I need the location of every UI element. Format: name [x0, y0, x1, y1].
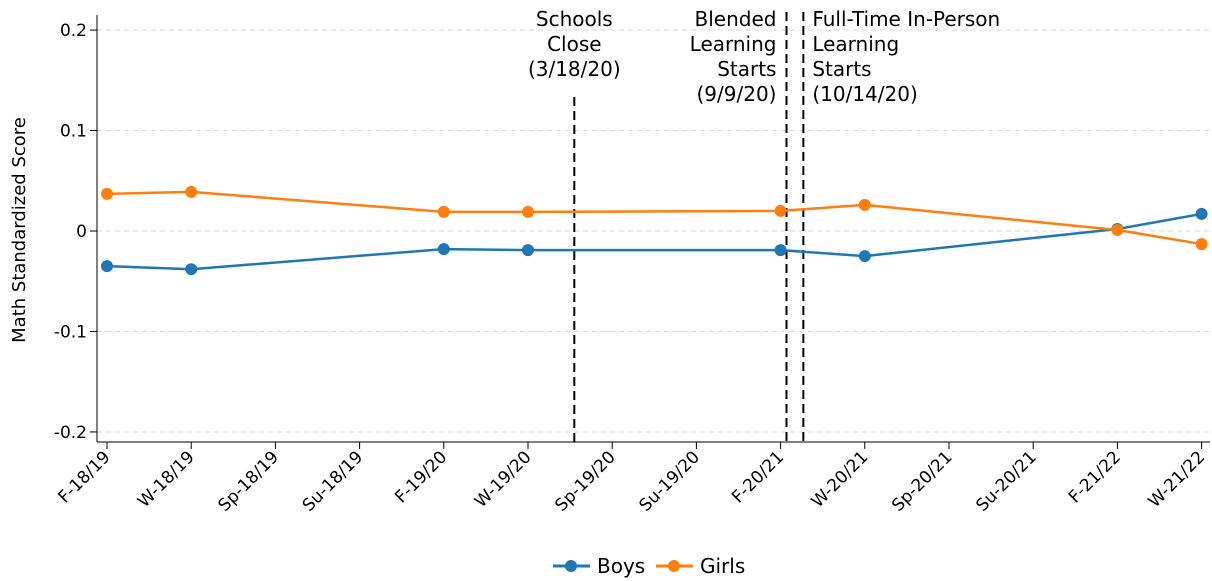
grid — [97, 29, 1210, 433]
x-tick-label: W-21/22 — [1145, 447, 1210, 512]
data-point-boys — [1195, 207, 1208, 220]
x-tick-label: Sp-20/21 — [888, 447, 956, 515]
data-point-boys — [101, 260, 113, 273]
data-point-girls — [1111, 224, 1124, 237]
annotation-line: Full-Time In-Person — [812, 7, 1000, 31]
y-axis-label: Math Standardized Score — [9, 117, 30, 343]
legend-label-girls: Girls — [700, 554, 745, 578]
x-tick-label: Su-20/21 — [972, 447, 1040, 515]
x-tick-label: W-18/19 — [134, 447, 199, 512]
series-line-girls — [106, 190, 1202, 246]
data-point-girls — [1195, 238, 1208, 251]
x-tick-label: Sp-19/20 — [551, 447, 619, 515]
x-tick-label: W-19/20 — [471, 447, 536, 512]
data-point-boys — [437, 243, 450, 256]
annotation-line: Learning — [812, 32, 899, 56]
y-tick-label: 0.1 — [60, 122, 87, 142]
series-line-boys — [106, 212, 1202, 271]
y-tick-label: -0.1 — [54, 322, 87, 342]
y-tick-label: 0.2 — [60, 21, 87, 41]
annotation-line: (9/9/20) — [697, 82, 777, 106]
x-tick-label: F-18/19 — [54, 447, 114, 507]
y-tick-label: -0.2 — [54, 423, 87, 443]
data-point-girls — [101, 187, 113, 200]
legend-marker-boys — [565, 560, 577, 572]
data-point-girls — [437, 205, 450, 218]
data-point-boys — [858, 250, 871, 263]
legend-label-boys: Boys — [597, 554, 645, 578]
annotation-line: Blended — [695, 7, 777, 31]
series-group — [101, 185, 1208, 276]
legend-item-boys: Boys — [553, 554, 645, 578]
annotation-line: Schools — [536, 7, 613, 31]
data-point-boys — [185, 263, 198, 276]
data-point-girls — [858, 198, 871, 211]
x-tick-label: F-21/22 — [1065, 447, 1125, 507]
annotation-line: (3/18/20) — [528, 57, 621, 81]
data-point-girls — [774, 204, 787, 217]
legend-item-girls: Girls — [656, 554, 745, 578]
x-tick-label: Sp-18/19 — [215, 447, 283, 515]
annotation-line: (10/14/20) — [812, 82, 917, 106]
annotation-line: Starts — [812, 57, 871, 81]
data-point-boys — [522, 244, 534, 257]
x-tick-label: Su-19/20 — [636, 447, 704, 515]
data-point-girls — [522, 205, 534, 218]
x-tick-label: Su-18/19 — [299, 447, 367, 515]
x-tick-label: F-19/20 — [391, 447, 451, 507]
annotations: SchoolsClose(3/18/20)BlendedLearningStar… — [528, 7, 1000, 106]
event-lines — [573, 12, 805, 442]
legend: Boys Girls — [553, 554, 745, 578]
annotation-line: Close — [547, 32, 601, 56]
x-tick-label: W-20/21 — [808, 447, 873, 512]
data-point-boys — [774, 244, 787, 257]
annotation-line: Starts — [717, 57, 776, 81]
annotation-line: Learning — [690, 32, 777, 56]
y-tick-label: 0 — [76, 222, 87, 242]
data-point-girls — [185, 185, 198, 198]
legend-marker-girls — [668, 560, 680, 572]
x-tick-label: F-20/21 — [728, 447, 788, 507]
